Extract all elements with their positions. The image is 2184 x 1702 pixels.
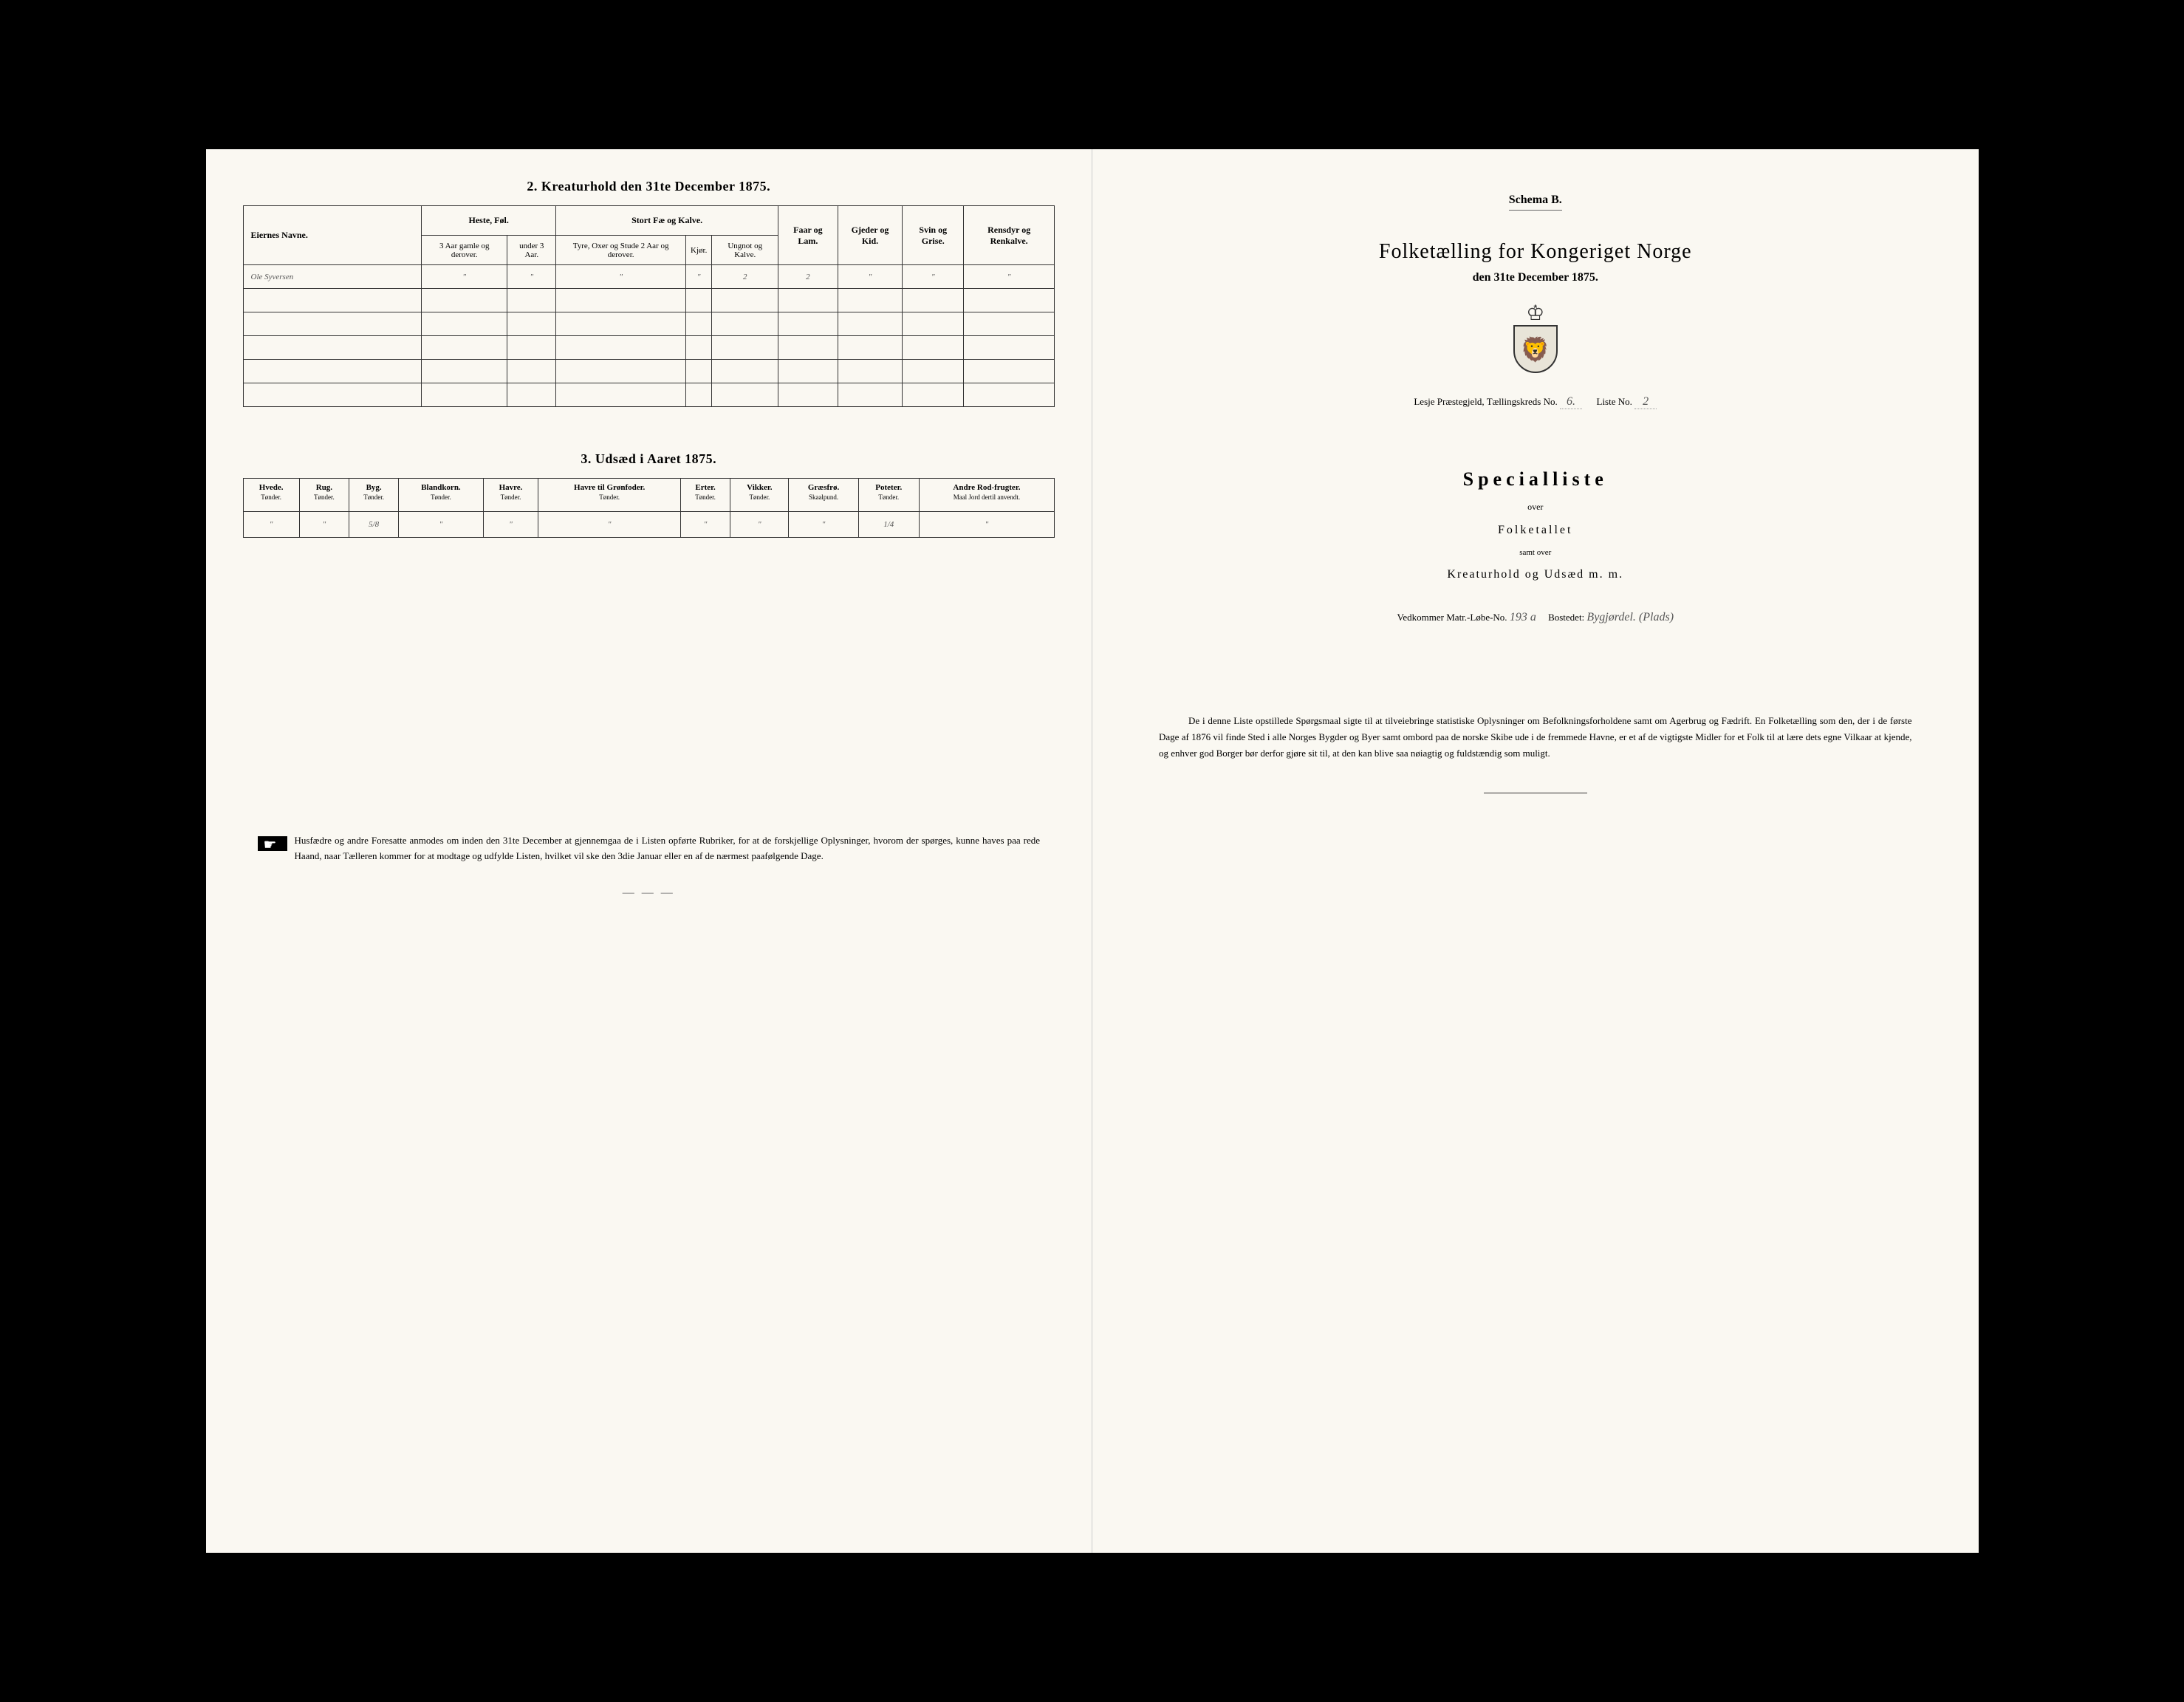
col-pigs: Svin og Grise.: [903, 206, 964, 265]
census-document: 2. Kreaturhold den 31te December 1875. E…: [206, 149, 1979, 1553]
col-horse-group: Heste, Føl.: [422, 206, 556, 236]
col-oats-fodder: Havre til Grønfoder.Tønder.: [538, 479, 681, 512]
cell-value: ": [422, 265, 507, 289]
cell-value: ": [789, 512, 858, 538]
col-reindeer: Rensdyr og Renkalve.: [964, 206, 1055, 265]
col-peas: Erter.Tønder.: [680, 479, 730, 512]
cell-value: ": [730, 512, 789, 538]
cell-value: ": [903, 265, 964, 289]
specialliste-title: Specialliste: [1129, 468, 1942, 491]
coat-of-arms-icon: 🦁: [1510, 307, 1561, 373]
cell-value: ": [507, 265, 556, 289]
cell-value: ": [243, 512, 299, 538]
over-text: over: [1129, 502, 1942, 513]
col-vetch: Vikker.Tønder.: [730, 479, 789, 512]
table-row-empty: [243, 312, 1055, 336]
sub-title: den 31te December 1875.: [1129, 271, 1942, 284]
col-oats: Havre.Tønder.: [483, 479, 538, 512]
left-page: 2. Kreaturhold den 31te December 1875. E…: [206, 149, 1093, 1553]
shield-icon: 🦁: [1513, 325, 1558, 373]
main-title: Folketælling for Kongeriget Norge: [1129, 240, 1942, 264]
lion-icon: 🦁: [1521, 335, 1550, 363]
table-row: " " 5/8 " " " " " " 1/4 ": [243, 512, 1055, 538]
table-row-empty: [243, 360, 1055, 383]
liste-label: Liste No.: [1597, 396, 1632, 407]
cell-value: ": [299, 512, 349, 538]
cell-value: 2: [712, 265, 778, 289]
cell-value: ": [919, 512, 1054, 538]
cell-value: 1/4: [858, 512, 919, 538]
table-row-empty: [243, 383, 1055, 407]
table-row-empty: [243, 336, 1055, 360]
cell-value: 2: [778, 265, 838, 289]
col-potatoes: Poteter.Tønder.: [858, 479, 919, 512]
col-mixed: Blandkorn.Tønder.: [399, 479, 483, 512]
col-cattle-bulls: Tyre, Oxer og Stude 2 Aar og derover.: [556, 236, 686, 265]
col-sheep: Faar og Lam.: [778, 206, 838, 265]
cell-value: ": [538, 512, 681, 538]
district-prefix: Lesje Præstegjeld, Tællingskreds No.: [1414, 396, 1557, 407]
cell-value: ": [556, 265, 686, 289]
samt-over-text: samt over: [1129, 548, 1942, 557]
section2-title: 2. Kreaturhold den 31te December 1875.: [243, 179, 1055, 194]
col-horse-old: 3 Aar gamle og derover.: [422, 236, 507, 265]
vedkommer-line: Vedkommer Matr.-Løbe-No. 193 a Bostedet:…: [1129, 611, 1942, 624]
crown-icon: [1521, 307, 1550, 321]
col-cattle-cows: Kjør.: [686, 236, 712, 265]
cell-value: ": [483, 512, 538, 538]
col-owner: Eiernes Navne.: [243, 206, 422, 265]
col-barley: Byg.Tønder.: [349, 479, 399, 512]
pointer-hand-icon: [258, 836, 287, 851]
col-grass: Græsfrø.Skaalpund.: [789, 479, 858, 512]
cell-value: ": [838, 265, 902, 289]
col-cattle-young: Ungnot og Kalve.: [712, 236, 778, 265]
cell-value: ": [686, 265, 712, 289]
col-cattle-group: Stort Fæ og Kalve.: [556, 206, 778, 236]
livestock-table: Eiernes Navne. Heste, Føl. Stort Fæ og K…: [243, 205, 1055, 407]
cell-value: ": [399, 512, 483, 538]
col-goats: Gjeder og Kid.: [838, 206, 902, 265]
left-footer-note: Husfædre og andre Foresatte anmodes om i…: [243, 833, 1055, 864]
cell-value: 5/8: [349, 512, 399, 538]
schema-label: Schema B.: [1509, 194, 1562, 211]
table-row: Ole Syversen " " " " 2 2 " " ": [243, 265, 1055, 289]
folketallet-text: Folketallet: [1129, 524, 1942, 537]
bostedet-label: Bostedet:: [1548, 612, 1584, 623]
bostedet-value: Bygjørdel. (Plads): [1586, 611, 1674, 623]
cell-owner-name: Ole Syversen: [243, 265, 422, 289]
cell-value: ": [680, 512, 730, 538]
table-row-empty: [243, 289, 1055, 312]
vedkommer-prefix: Vedkommer Matr.-Løbe-No.: [1397, 612, 1507, 623]
sowing-table: Hvede.Tønder. Rug.Tønder. Byg.Tønder. Bl…: [243, 478, 1055, 538]
col-other: Andre Rod-frugter.Maal Jord dertil anven…: [919, 479, 1054, 512]
section3-title: 3. Udsæd i Aaret 1875.: [243, 451, 1055, 467]
right-page: Schema B. Folketælling for Kongeriget No…: [1092, 149, 1979, 1553]
liste-no: 2: [1634, 395, 1657, 409]
district-no: 6.: [1560, 395, 1582, 409]
cell-value: ": [964, 265, 1055, 289]
right-divider: [1129, 784, 1942, 797]
right-footer-text: De i denne Liste opstillede Spørgsmaal s…: [1129, 713, 1942, 762]
col-wheat: Hvede.Tønder.: [243, 479, 299, 512]
matr-no: 193 a: [1510, 611, 1536, 623]
kreaturhold-text: Kreaturhold og Udsæd m. m.: [1129, 568, 1942, 581]
footer-text: Husfædre og andre Foresatte anmodes om i…: [295, 833, 1041, 864]
col-horse-young: under 3 Aar.: [507, 236, 556, 265]
col-rye: Rug.Tønder.: [299, 479, 349, 512]
page-divider: — — —: [243, 886, 1055, 900]
district-line: Lesje Præstegjeld, Tællingskreds No. 6. …: [1129, 395, 1942, 409]
